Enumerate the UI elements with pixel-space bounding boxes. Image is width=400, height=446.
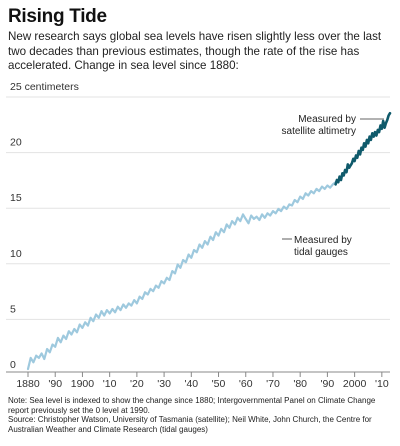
x-axis-ticks: 1880 '90 1900 '10 '20 '30 '40 '50 '60 '70 '80 '90 20… [16,372,389,390]
x-tick-label-1960: '60 [239,378,253,390]
y-tick-label-25: 25 centimeters [10,81,79,93]
y-tick-label-10: 10 [10,248,22,260]
sea-level-chart: 0 5 10 15 20 25 centimeters 1880 '90 1900 '10 '20… [6,81,392,390]
x-tick-label-1990: '90 [321,378,335,390]
y-axis-ticks: 0 5 10 15 20 25 centimeters [10,81,79,371]
tidal-annotation-text: Measured by [294,235,352,246]
tidal-annotation-text: tidal gauges [294,247,348,258]
y-tick-label-15: 15 [10,192,22,204]
footer-note: Note: Sea level is indexed to show the c… [8,396,376,415]
satellite-annotation-text: satellite altimetry [282,126,356,137]
satellite-altimetry-series-line [334,111,392,186]
y-tick-label-20: 20 [10,137,22,149]
chart-subtitle: New research says global sea levels have… [8,30,382,72]
tidal-gauge-series-line [26,181,337,371]
grid-lines [6,96,390,373]
x-tick-label-1930: '30 [157,378,171,390]
y-tick-label-0: 0 [10,359,16,371]
x-tick-label-1910: '10 [103,378,117,390]
chart-footer: Note: Sea level is indexed to show the c… [8,396,396,434]
x-tick-label-1940: '40 [184,378,198,390]
footer-source: Source: Christopher Watson, University o… [8,415,372,434]
y-tick-label-5: 5 [10,303,16,315]
x-tick-label-1900: 1900 [71,378,95,390]
x-tick-label-1980: '80 [293,378,307,390]
x-tick-label-2000: 2000 [343,378,367,390]
x-tick-label-1890: '90 [48,378,62,390]
data-series [26,111,392,371]
chart-title: Rising Tide [8,6,107,27]
x-tick-label-1880: 1880 [16,378,40,390]
x-tick-label-1920: '20 [130,378,144,390]
x-tick-label-1950: '50 [212,378,226,390]
x-tick-label-1970: '70 [266,378,280,390]
satellite-annotation-text: Measured by [298,114,356,125]
x-tick-label-2010: '10 [375,378,389,390]
